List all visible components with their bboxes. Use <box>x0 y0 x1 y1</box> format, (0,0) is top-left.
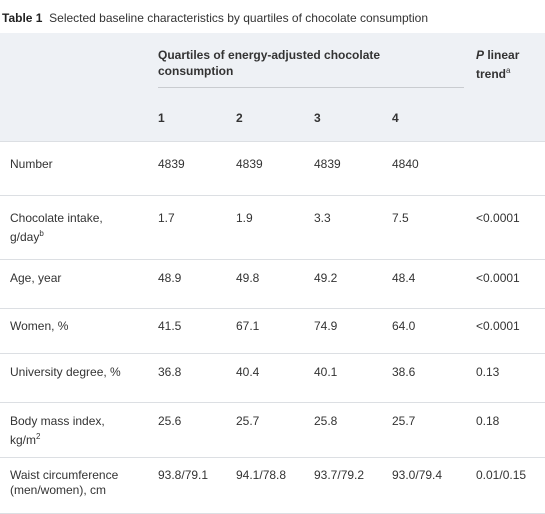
cell-q4: 48.4 <box>386 259 464 309</box>
header-row-quartiles: 1 2 3 4 <box>0 97 545 142</box>
row-label-line1: Chocolate intake, <box>10 211 103 225</box>
row-label: Women, % <box>0 308 152 354</box>
cell-q1: 93.8/79.1 <box>152 457 230 514</box>
row-label: University degree, % <box>0 353 152 403</box>
row-label: Body mass index, kg/m2 <box>0 402 152 458</box>
cell-ptrend: 0.18 <box>464 402 545 458</box>
cell-q2: 1.9 <box>230 195 308 260</box>
cell-q1: 48.9 <box>152 259 230 309</box>
cell-q2: 94.1/78.8 <box>230 457 308 514</box>
table-row: Waist circumference (men/women), cm 93.8… <box>0 457 545 514</box>
quartile-header-4: 4 <box>386 97 464 142</box>
cell-q2: 67.1 <box>230 308 308 354</box>
cell-ptrend: 0.01/0.15 <box>464 457 545 514</box>
cell-q4: 4840 <box>386 141 464 196</box>
group-underline <box>158 87 464 88</box>
ptrend-footnote-a: a <box>506 66 511 75</box>
table-container: Quartiles of energy-adjusted chocolate c… <box>0 33 545 514</box>
quartile-header-2: 2 <box>230 97 308 142</box>
header-empty-cell <box>0 33 152 97</box>
row-label-line1: Body mass index, <box>10 414 105 428</box>
cell-q3: 49.2 <box>308 259 386 309</box>
row-label-line2: kg/m <box>10 433 37 447</box>
cell-q3: 93.7/79.2 <box>308 457 386 514</box>
cell-q1: 41.5 <box>152 308 230 354</box>
quartiles-group-line2: consumption <box>158 64 234 78</box>
cell-q3: 25.8 <box>308 402 386 458</box>
row-label: Age, year <box>0 259 152 309</box>
table-row: Women, % 41.5 67.1 74.9 64.0 <0.0001 <box>0 308 545 354</box>
row-label: Chocolate intake, g/dayb <box>0 195 152 260</box>
cell-q4: 93.0/79.4 <box>386 457 464 514</box>
cell-q3: 74.9 <box>308 308 386 354</box>
cell-q3: 40.1 <box>308 353 386 403</box>
table-row: Chocolate intake, g/dayb 1.7 1.9 3.3 7.5… <box>0 195 545 260</box>
cell-q4: 38.6 <box>386 353 464 403</box>
row-label-line2: g/day <box>10 230 40 244</box>
table-caption: Table 1 Selected baseline characteristic… <box>2 11 428 25</box>
cell-q3: 3.3 <box>308 195 386 260</box>
cell-ptrend: <0.0001 <box>464 308 545 354</box>
header-ptrend: P linear trenda <box>464 33 545 142</box>
cell-ptrend: <0.0001 <box>464 195 545 260</box>
row-label-footnote-b: b <box>39 229 44 238</box>
row-label-line1: Waist circumference <box>10 468 119 482</box>
cell-ptrend: 0.13 <box>464 353 545 403</box>
ptrend-p: P <box>476 48 485 62</box>
cell-q4: 25.7 <box>386 402 464 458</box>
row-label: Waist circumference (men/women), cm <box>0 457 152 514</box>
table-row: Number 4839 4839 4839 4840 <box>0 141 545 196</box>
header-row-group: Quartiles of energy-adjusted chocolate c… <box>0 33 545 142</box>
quartile-header-1: 1 <box>152 97 230 142</box>
cell-q1: 36.8 <box>152 353 230 403</box>
cell-q2: 40.4 <box>230 353 308 403</box>
cell-q2: 25.7 <box>230 402 308 458</box>
table-body: Number 4839 4839 4839 4840 Chocolate int… <box>0 141 545 514</box>
cell-q2: 49.8 <box>230 259 308 309</box>
cell-q1: 1.7 <box>152 195 230 260</box>
table-caption-text: Selected baseline characteristics by qua… <box>49 11 429 25</box>
table-caption-label: Table 1 <box>2 11 43 25</box>
ptrend-trend: trend <box>476 67 506 81</box>
table-header: Quartiles of energy-adjusted chocolate c… <box>0 33 545 142</box>
row-label-superscript-2: 2 <box>36 432 41 441</box>
ptrend-linear: linear <box>484 48 520 62</box>
cell-ptrend <box>464 141 545 196</box>
header-quartiles-group: Quartiles of energy-adjusted chocolate c… <box>152 33 464 97</box>
table-row: Body mass index, kg/m2 25.6 25.7 25.8 25… <box>0 402 545 458</box>
header-empty-cell-2 <box>0 97 152 142</box>
quartile-header-3: 3 <box>308 97 386 142</box>
baseline-characteristics-table: Quartiles of energy-adjusted chocolate c… <box>0 33 545 514</box>
row-label-line2: (men/women), cm <box>10 483 107 497</box>
table-row: Age, year 48.9 49.8 49.2 48.4 <0.0001 <box>0 259 545 309</box>
cell-q4: 7.5 <box>386 195 464 260</box>
row-label: Number <box>0 141 152 196</box>
cell-ptrend: <0.0001 <box>464 259 545 309</box>
cell-q1: 25.6 <box>152 402 230 458</box>
cell-q4: 64.0 <box>386 308 464 354</box>
quartiles-group-line1: Quartiles of energy-adjusted chocolate <box>158 48 381 62</box>
cell-q3: 4839 <box>308 141 386 196</box>
table-row: University degree, % 36.8 40.4 40.1 38.6… <box>0 353 545 403</box>
cell-q2: 4839 <box>230 141 308 196</box>
cell-q1: 4839 <box>152 141 230 196</box>
